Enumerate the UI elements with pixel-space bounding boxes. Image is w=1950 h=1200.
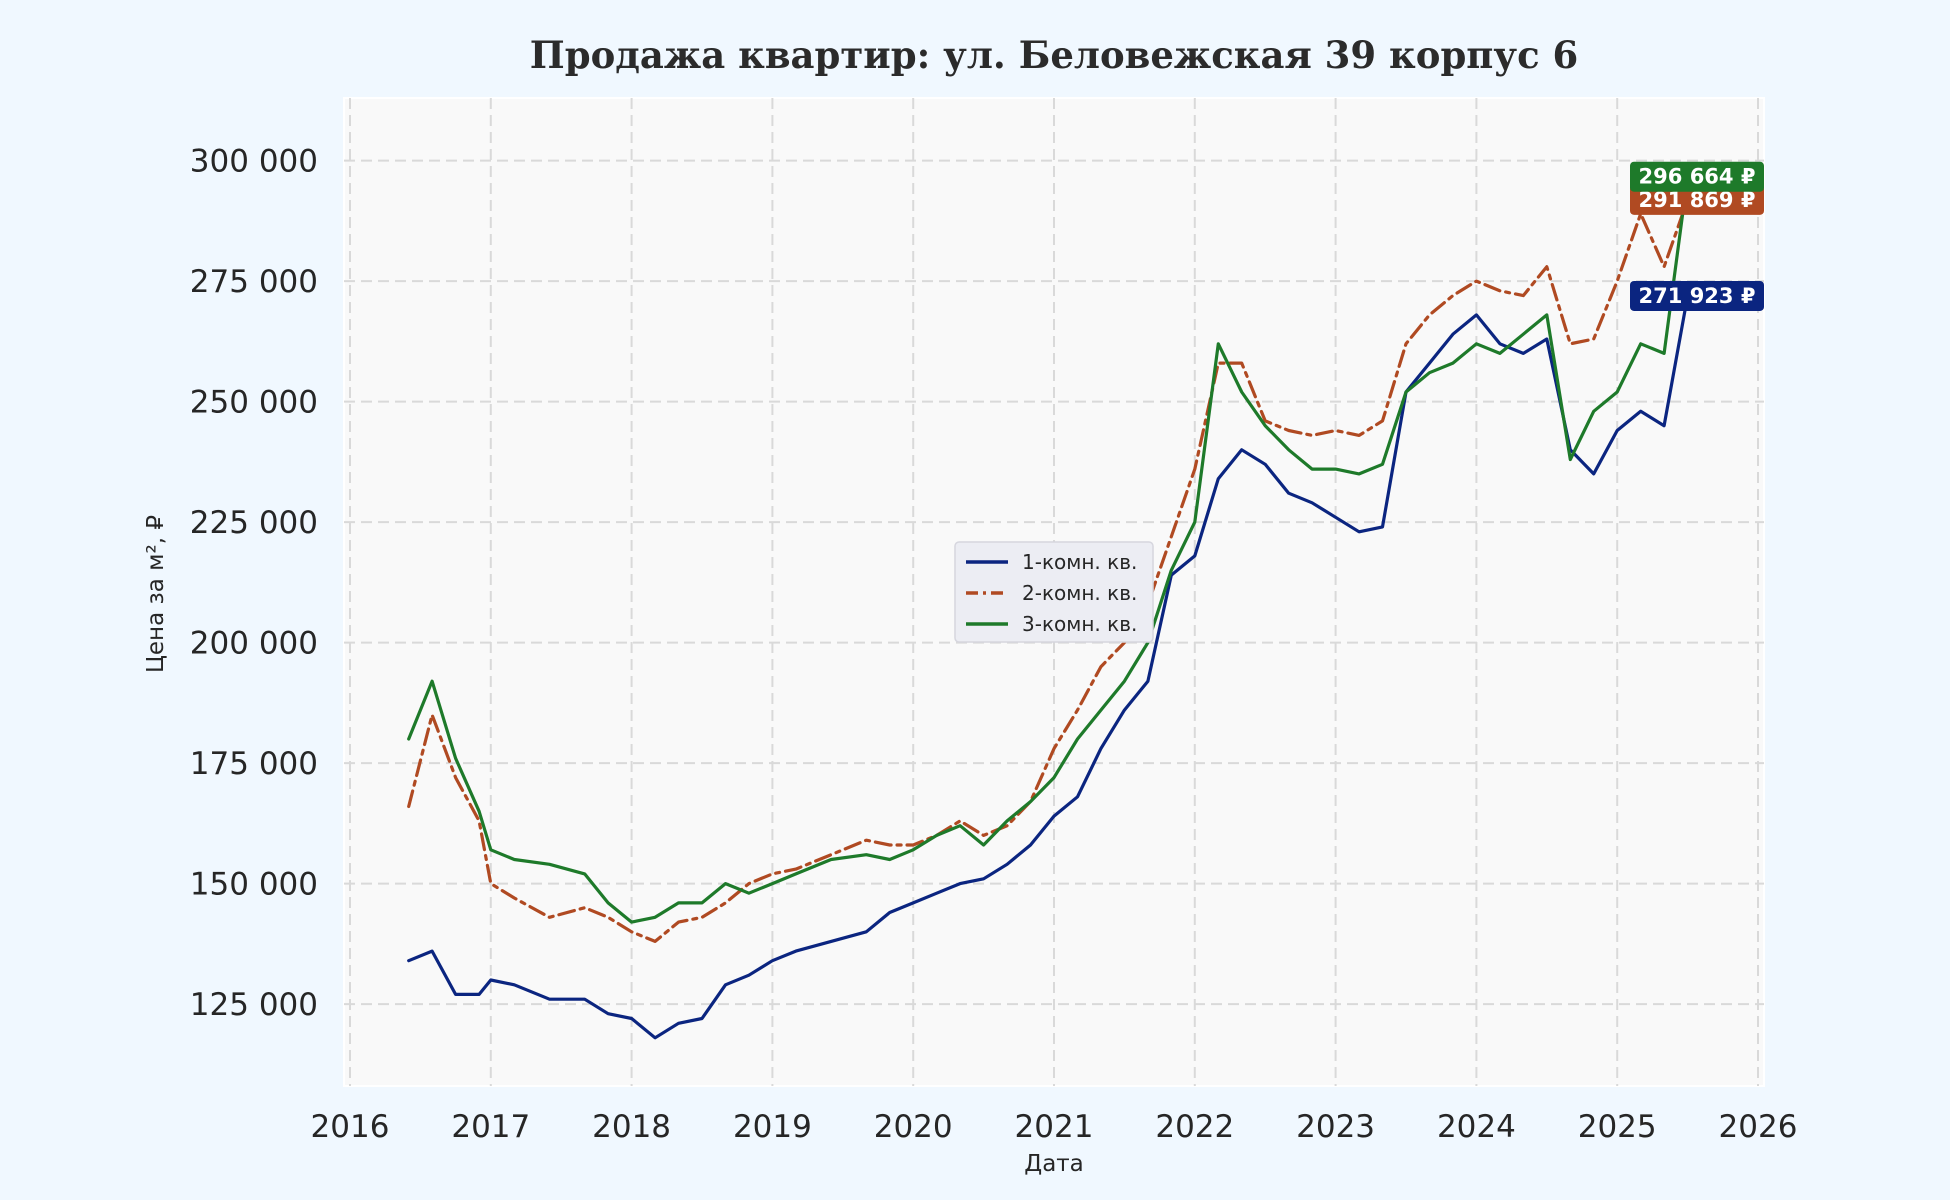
x-tick-label: 2026 (1719, 1109, 1798, 1145)
x-tick-label: 2020 (874, 1109, 953, 1145)
value-badge (1630, 184, 1764, 215)
series-lines (407, 175, 1690, 1040)
y-tick-label: 250 000 (190, 385, 318, 421)
series-line-3 (407, 175, 1690, 924)
y-tick-label: 225 000 (190, 505, 318, 541)
legend-label: 2-комн. кв. (1022, 581, 1137, 605)
value-badge (1630, 161, 1764, 192)
y-tick-labels: 125 000 150 000 175 000 200 000 225 000 250 0… (190, 144, 318, 1023)
x-tick-label: 2018 (592, 1109, 671, 1145)
value-badge-label: 296 664 ₽ (1639, 165, 1756, 189)
legend-label: 1-комн. кв. (1022, 550, 1137, 574)
x-tick-label: 2023 (1296, 1109, 1375, 1145)
x-tick-label: 2016 (311, 1109, 390, 1145)
x-tick-label: 2021 (1015, 1109, 1094, 1145)
value-badge (1630, 280, 1764, 311)
y-tick-label: 300 000 (190, 144, 318, 180)
x-tick-label: 2019 (733, 1109, 812, 1145)
x-tick-label: 2024 (1437, 1109, 1516, 1145)
y-axis-label: Цена за м², ₽ (143, 515, 169, 673)
x-axis-label: Дата (1024, 1151, 1084, 1177)
series-line-1 (407, 294, 1690, 1040)
last-value-badges: 271 923 ₽ 291 869 ₽296 664 ₽ (1630, 161, 1764, 311)
x-tick-labels: 2016 2017 2018 2019 2020 2021 2022 2023 2024 2025… (311, 1109, 1798, 1145)
x-tick-label: 2017 (451, 1109, 530, 1145)
y-tick-label: 200 000 (190, 626, 318, 662)
legend-label: 3-комн. кв. (1022, 612, 1137, 636)
y-tick-label: 150 000 (190, 867, 318, 903)
y-tick-label: 175 000 (190, 746, 318, 782)
value-badge-label: 271 923 ₽ (1639, 284, 1756, 308)
y-tick-label: 125 000 (190, 987, 318, 1023)
legend: 1-комн. кв. 2-комн. кв. 3-комн. кв. (954, 541, 1154, 643)
x-tick-label: 2025 (1578, 1109, 1657, 1145)
series-line-2 (407, 198, 1690, 944)
chart-title: Продажа квартир: ул. Беловежская 39 корп… (530, 33, 1578, 77)
value-badge-label: 291 869 ₽ (1639, 188, 1756, 212)
grid (344, 98, 1764, 1086)
y-tick-label: 275 000 (190, 264, 318, 300)
x-tick-label: 2022 (1155, 1109, 1234, 1145)
legend-box (954, 541, 1154, 643)
